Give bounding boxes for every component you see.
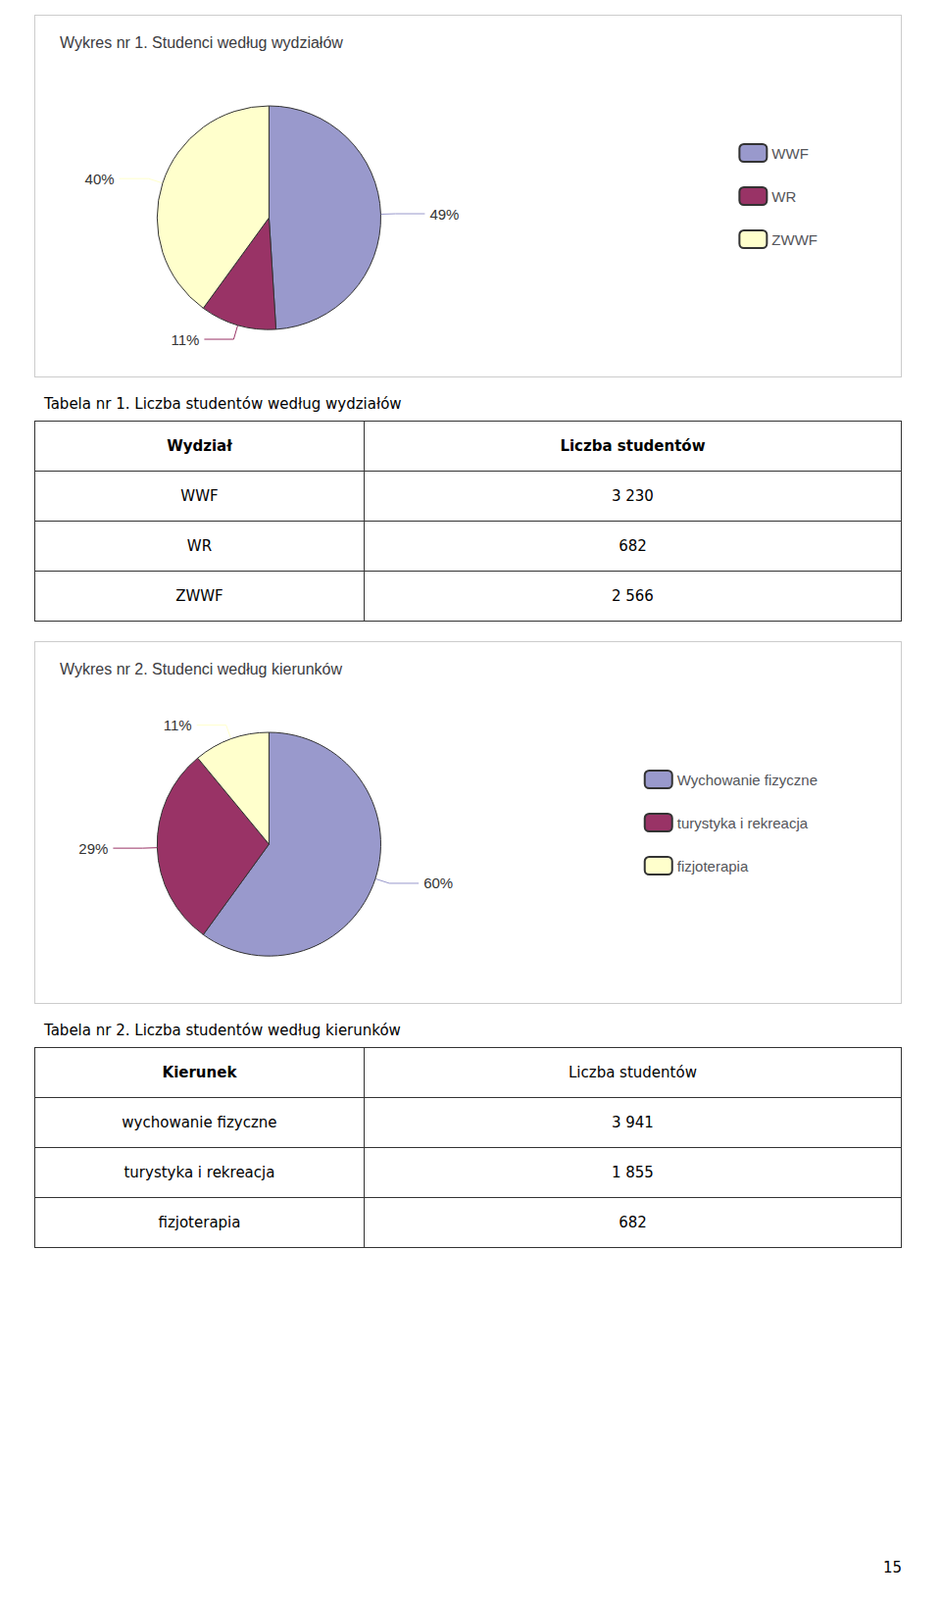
html-text:Tabela nr 1. Liczba studentów: Tabela nr 1. Liczba studentów według wyd…	[44, 395, 402, 413]
html-text:Liczba studentów: Liczba studentów	[560, 437, 706, 455]
html-text:2 566: 2 566	[611, 587, 654, 605]
svg-text:Wykres nr 1. Studenci według w: Wykres nr 1. Studenci według wydziałów	[59, 34, 344, 51]
svg-text:turystyka i rekreacja: turystyka i rekreacja	[677, 814, 809, 832]
svg-text:49%: 49%	[429, 205, 459, 223]
svg-text:fizjoterapia: fizjoterapia	[677, 857, 749, 875]
html-text:682: 682	[618, 537, 647, 555]
svg-text:11%: 11%	[170, 331, 199, 348]
html-text:1 855: 1 855	[611, 1163, 654, 1182]
svg-text:ZWWF: ZWWF	[771, 231, 818, 248]
html-text:Kierunek: Kierunek	[162, 1063, 237, 1082]
html-text:Tabela nr 2. Liczba studentów: Tabela nr 2. Liczba studentów według kie…	[44, 1021, 401, 1040]
html-text:Liczba studentów: Liczba studentów	[568, 1063, 697, 1082]
html-text:WR: WR	[187, 537, 212, 555]
html-text:682: 682	[618, 1213, 647, 1232]
svg-text:Wykres nr 2. Studenci według k: Wykres nr 2. Studenci według kierunków	[59, 660, 343, 678]
html-text:15: 15	[883, 1558, 902, 1577]
svg-text:29%: 29%	[78, 840, 108, 857]
html-text:Wydział: Wydział	[166, 437, 233, 455]
html-text:ZWWF: ZWWF	[175, 587, 224, 605]
svg-text:11%: 11%	[163, 716, 193, 734]
svg-text:60%: 60%	[423, 874, 453, 892]
svg-text:WWF: WWF	[771, 145, 808, 162]
html-text:fizjoterapia: fizjoterapia	[158, 1213, 241, 1232]
html-text:WWF: WWF	[180, 487, 219, 505]
html-text:wychowanie fizyczne: wychowanie fizyczne	[121, 1113, 278, 1132]
html-text:3 230: 3 230	[611, 487, 654, 505]
svg-text:WR: WR	[771, 188, 796, 205]
svg-text:40%: 40%	[85, 170, 115, 188]
svg-text:Wychowanie fizyczne: Wychowanie fizyczne	[677, 771, 818, 789]
html-text:3 941: 3 941	[611, 1113, 654, 1132]
html-text:turystyka i rekreacja: turystyka i rekreacja	[123, 1163, 275, 1182]
